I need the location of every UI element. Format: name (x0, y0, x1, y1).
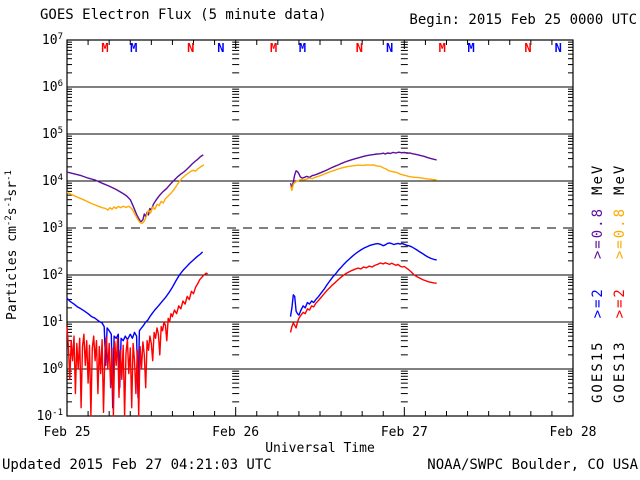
y-minor-ticks (67, 41, 573, 403)
gridlines (67, 86, 573, 370)
satellite-position-marker: M (101, 41, 108, 55)
legend-goes15: GOES15>=2>=0.8MeV (590, 164, 606, 403)
series-segment (66, 154, 204, 223)
satellite-position-marker: M (270, 41, 277, 55)
y-tick-label: 10-1 (37, 408, 64, 424)
series-segment (289, 151, 437, 189)
plot-frame (66, 39, 574, 417)
x-ticks (87, 40, 553, 416)
series-goes13-ge-0-8-mev (66, 164, 437, 225)
satellite-position-marker: M (439, 41, 446, 55)
y-tick-label: 101 (42, 314, 63, 330)
y-tick-label: 107 (42, 32, 63, 48)
y-tick-label: 105 (42, 126, 63, 142)
chart-title: GOES Electron Flux (5 minute data) (40, 7, 327, 23)
footer-source: NOAA/SWPC Boulder, CO USA (427, 457, 638, 473)
x-tick-label: Feb 25 (44, 425, 91, 440)
footer-updated-timestamp: Updated 2015 Feb 27 04:21:03 UTC (2, 457, 272, 473)
y-tick-labels: 107 106 105 104 103 102 101 100 10-1 (37, 32, 64, 424)
series-segment (66, 251, 204, 409)
series-segment (289, 164, 437, 192)
satellite-position-marker: N (217, 41, 224, 55)
x-tick-label: Feb 28 (550, 425, 597, 440)
y-tick-label: 100 (42, 361, 63, 377)
series-goes15-ge-2-mev (66, 242, 437, 409)
satellite-position-marker: N (187, 41, 194, 55)
begin-timestamp: Begin: 2015 Feb 25 0000 UTC (409, 12, 637, 28)
series-segment (66, 164, 205, 225)
satellite-position-marker: N (356, 41, 363, 55)
y-tick-label: 102 (42, 267, 63, 283)
satellite-position-marker: M (299, 41, 306, 55)
y-tick-label: 104 (42, 173, 63, 189)
x-axis-label: Universal Time (265, 441, 375, 456)
series-goes13-ge-2-mev (66, 262, 437, 417)
x-tick-label: Feb 27 (381, 425, 428, 440)
series-segment (289, 242, 437, 317)
x-tick-labels: Feb 25 Feb 26 Feb 27 Feb 28 (44, 425, 597, 440)
satellite-position-marker: N (386, 41, 393, 55)
legend-goes13: GOES13>=2>=0.8MeV (612, 164, 628, 403)
satellite-position-marker: M (467, 41, 474, 55)
satellite-position-marker: N (524, 41, 531, 55)
y-axis-label: Particles cm-2s-1sr-1 (4, 170, 20, 320)
x-tick-label: Feb 26 (212, 425, 259, 440)
satellite-position-marker: N (555, 41, 562, 55)
series-segment (289, 262, 437, 333)
day-boundary-ticks (232, 41, 408, 403)
series-segment (66, 272, 208, 417)
satellite-position-marker: M (130, 41, 137, 55)
y-tick-label: 106 (42, 79, 63, 95)
series-goes15-ge-0-8-mev (66, 151, 437, 223)
y-tick-label: 103 (42, 220, 63, 236)
